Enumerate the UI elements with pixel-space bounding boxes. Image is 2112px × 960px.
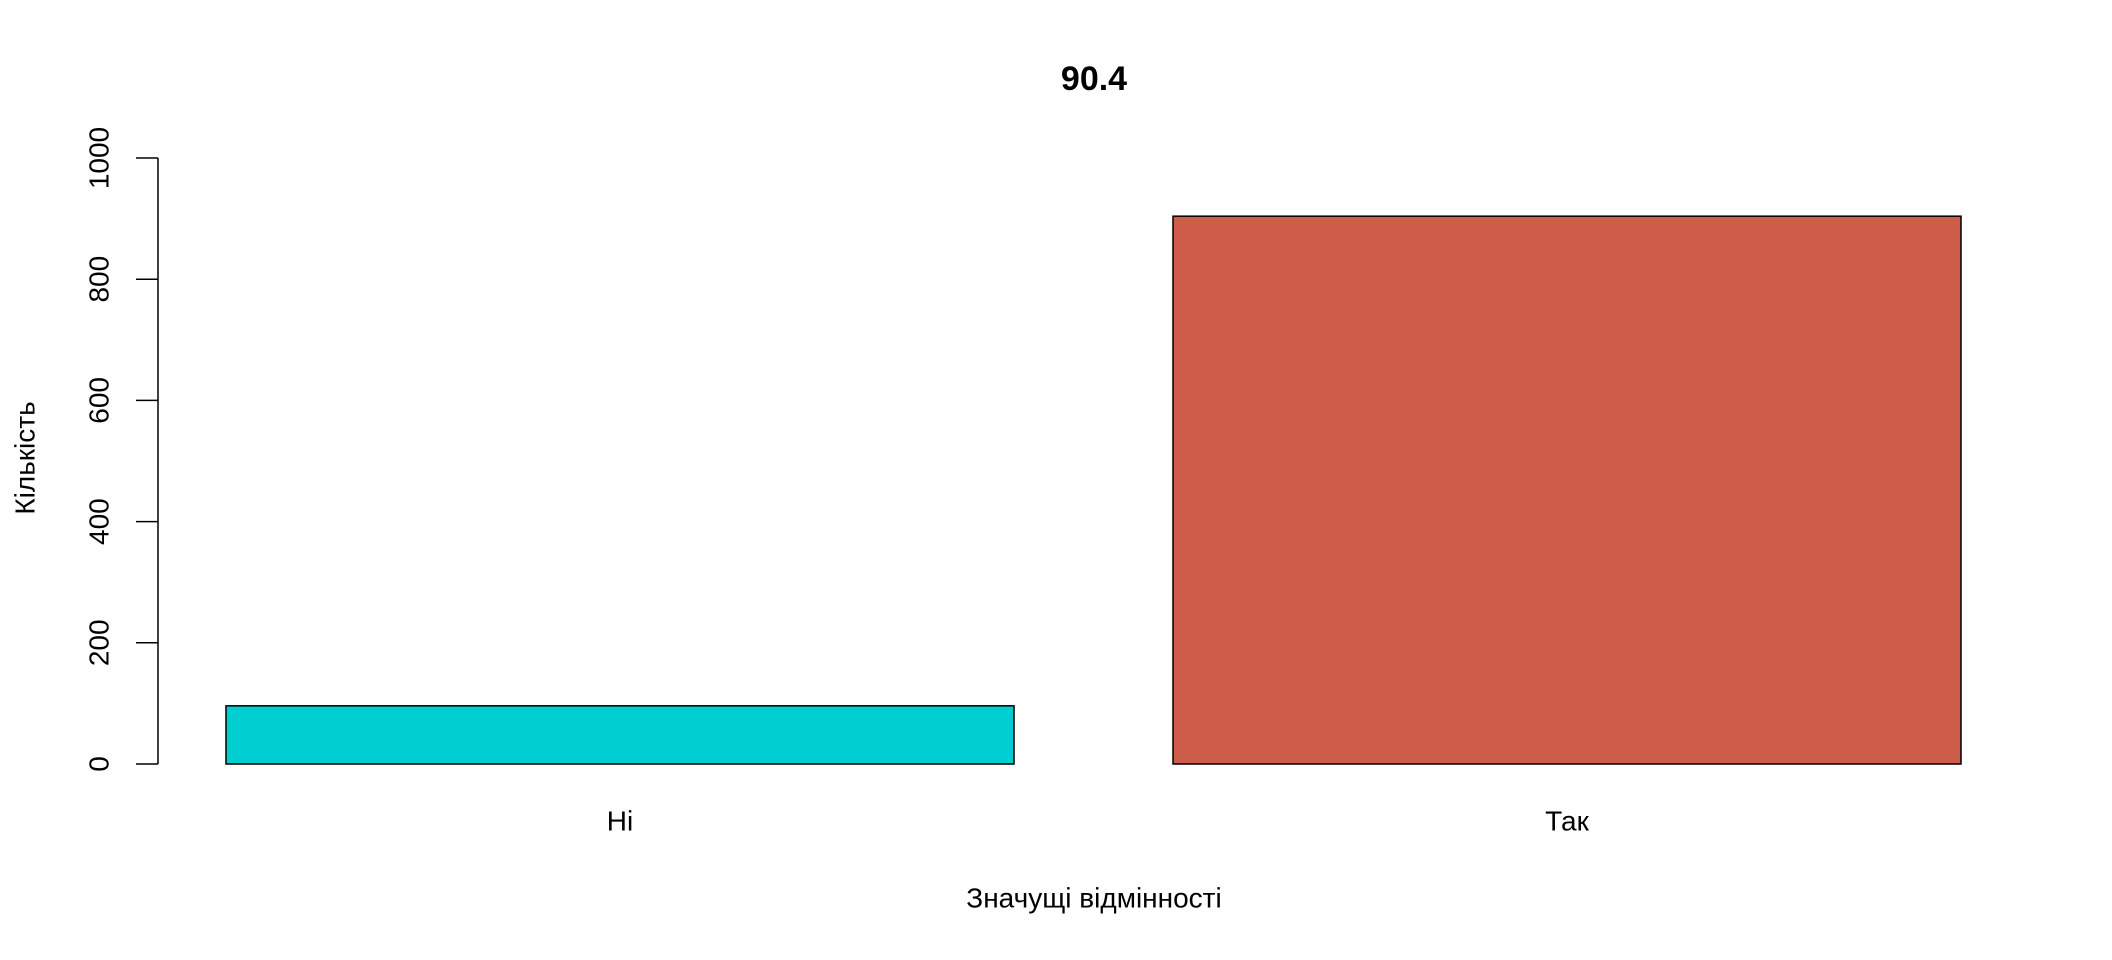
x-axis-label: Значущі відмінності [966, 882, 1221, 913]
x-tick-label: Ні [607, 805, 633, 836]
x-tick-label: Так [1545, 805, 1589, 836]
y-tick-label: 0 [83, 756, 114, 772]
chart-title: 90.4 [1061, 60, 1127, 98]
bar [225, 705, 1015, 765]
y-axis-label: Кількість [9, 401, 40, 514]
bar [1172, 215, 1962, 765]
y-tick-label: 1000 [83, 127, 114, 189]
y-tick-label: 400 [83, 498, 114, 545]
y-tick-label: 800 [83, 256, 114, 303]
y-tick-label: 600 [83, 377, 114, 424]
y-tick-label: 200 [83, 619, 114, 666]
